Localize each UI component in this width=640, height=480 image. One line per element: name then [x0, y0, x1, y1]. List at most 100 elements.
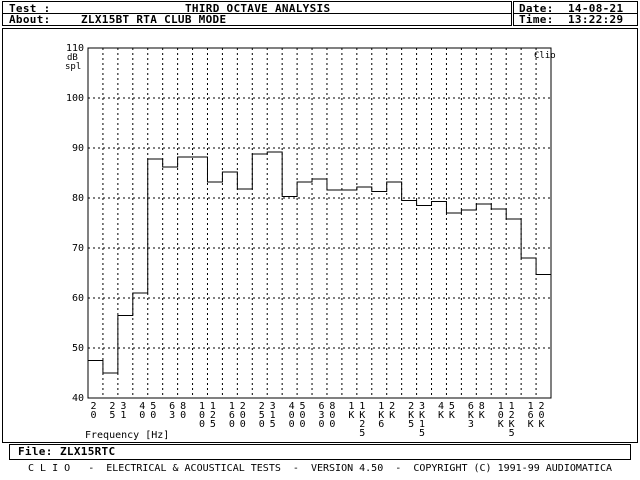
datetime-divider [514, 13, 637, 14]
x-tick-label: 50 [150, 401, 156, 421]
x-tick-char: 5 [109, 410, 115, 421]
x-tick-char: K [419, 410, 425, 421]
x-tick-label: 500 [300, 401, 306, 430]
y-tick-label: 110 [66, 43, 84, 54]
x-tick-label: 6K3 [468, 401, 474, 430]
x-tick-label: 16K [528, 401, 534, 430]
x-tick-char: 8 [479, 401, 485, 412]
x-tick-char: 0 [240, 419, 246, 430]
x-tick-char: 2 [509, 410, 515, 421]
bar [461, 210, 476, 398]
bar [148, 159, 163, 398]
x-tick-char: 5 [449, 401, 455, 412]
x-tick-char: K [468, 410, 474, 421]
x-tick-char: 5 [509, 428, 515, 439]
bar [282, 197, 297, 399]
datetime-panel: Date: 14-08-21 Time: 13:22:29 [513, 1, 638, 26]
x-tick-char: 0 [150, 410, 156, 421]
page-title: THIRD OCTAVE ANALYSIS [185, 2, 331, 15]
x-tick-char: 0 [90, 410, 96, 421]
bar [372, 192, 387, 399]
x-tick-char: 5 [419, 428, 425, 439]
bar [327, 190, 342, 398]
x-tick-label: 10K [498, 401, 504, 430]
x-tick-char: 3 [318, 410, 324, 421]
y-tick-label: 90 [72, 143, 84, 154]
x-tick-char: 0 [139, 410, 145, 421]
y-axis-ticks: 40 50 60 70 80 90 100 110 [66, 43, 84, 404]
bar [103, 373, 118, 398]
bar [536, 275, 551, 399]
x-tick-char: K [539, 419, 545, 430]
x-tick-char: 5 [300, 401, 306, 412]
x-tick-label: 250 [259, 401, 265, 430]
x-tick-char: 6 [468, 401, 474, 412]
x-tick-char: 6 [318, 401, 324, 412]
x-tick-char: 5 [270, 419, 276, 430]
x-tick-char: 0 [498, 410, 504, 421]
x-tick-char: 0 [300, 410, 306, 421]
x-tick-char: 4 [438, 401, 444, 412]
clio-corner-label: Clio [534, 51, 556, 61]
bar [491, 209, 506, 398]
bar [237, 189, 252, 398]
x-tick-char: K [359, 410, 365, 421]
x-tick-char: 1 [509, 401, 515, 412]
bar [446, 213, 461, 398]
x-tick-char: 2 [240, 401, 246, 412]
x-tick-label: 63 [169, 401, 175, 421]
x-tick-char: 1 [419, 419, 425, 430]
x-tick-char: 2 [539, 401, 545, 412]
bar [357, 187, 372, 398]
x-tick-label: 31 [120, 401, 126, 421]
x-tick-char: 0 [199, 410, 205, 421]
x-tick-char: 8 [180, 401, 186, 412]
x-tick-char: 2 [109, 401, 115, 412]
bar [178, 157, 193, 398]
bar [506, 219, 521, 398]
bar [207, 182, 222, 398]
bar-series [88, 151, 552, 399]
test-label: Test : [9, 2, 51, 15]
bar [312, 179, 327, 398]
footer-copyright: C L I O - ELECTRICAL & ACOUSTICAL TESTS … [28, 463, 612, 474]
x-axis-label: Frequency [Hz] [85, 430, 169, 441]
x-tick-char: 0 [240, 410, 246, 421]
bar [432, 202, 447, 399]
x-tick-label: 315 [270, 401, 276, 430]
x-tick-char: 6 [169, 401, 175, 412]
x-tick-label: 40 [139, 401, 145, 421]
x-tick-label: 4K [438, 401, 444, 421]
bar [402, 201, 417, 399]
x-tick-char: 5 [359, 428, 365, 439]
x-tick-char: 2 [389, 401, 395, 412]
x-tick-char: 3 [270, 401, 276, 412]
x-tick-char: 6 [229, 410, 235, 421]
x-tick-char: 1 [528, 401, 534, 412]
x-tick-label: 80 [180, 401, 186, 421]
bar [193, 157, 208, 398]
x-tick-label: 630 [318, 401, 324, 430]
x-tick-char: K [449, 410, 455, 421]
bar [521, 258, 536, 398]
x-tick-label: 20 [90, 401, 96, 421]
x-tick-char: 5 [408, 419, 414, 430]
y-tick-label: 40 [72, 393, 84, 404]
x-tick-char: 0 [259, 419, 265, 430]
bar [222, 172, 237, 398]
y-axis-label-line-2: spl [65, 62, 81, 72]
x-tick-label: 1K6 [378, 401, 384, 430]
bar [342, 190, 357, 398]
file-name: ZLX15RTC [60, 445, 116, 458]
x-tick-char: K [389, 410, 395, 421]
x-tick-char: 2 [408, 401, 414, 412]
x-tick-char: K [408, 410, 414, 421]
x-tick-char: 1 [120, 410, 126, 421]
y-tick-label: 70 [72, 243, 84, 254]
x-tick-char: 1 [229, 401, 235, 412]
x-tick-char: 3 [169, 410, 175, 421]
time-label: Time: [519, 13, 554, 26]
bar [417, 206, 432, 399]
x-tick-label: 1K [348, 401, 354, 421]
x-tick-char: 0 [329, 410, 335, 421]
